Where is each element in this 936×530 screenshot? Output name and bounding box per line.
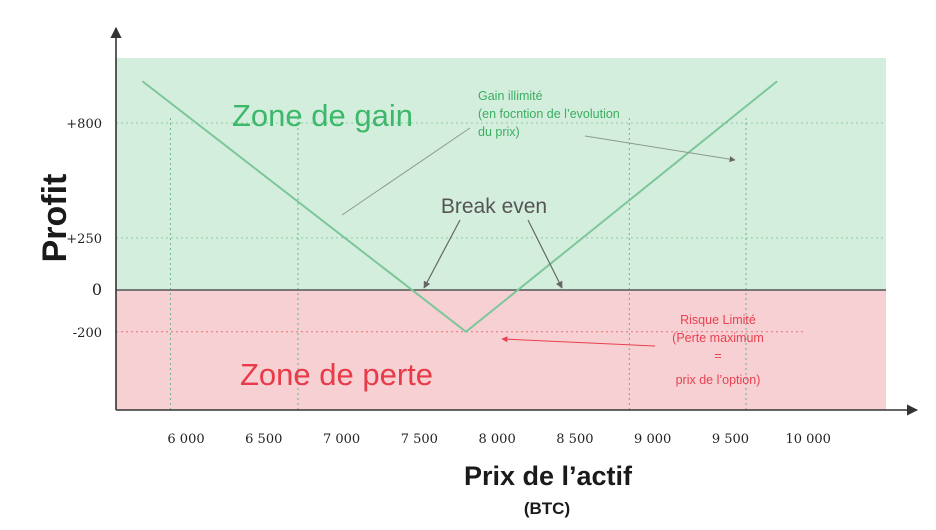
break-even-pointer-right <box>527 219 563 289</box>
y-tick-label: -200 <box>73 326 102 341</box>
gain-annotation-line-1: Gain illimité <box>478 89 543 103</box>
x-tick-labels: 6 000 6 500 7 000 7 500 8 000 8 500 9 000 9 500… <box>167 432 831 447</box>
loss-zone-label: Zone de perte <box>240 357 433 392</box>
x-tick-label: 6 500 <box>245 432 282 447</box>
risk-annotation-line-2: (Perte maximum <box>672 331 764 345</box>
x-tick-label: 7 000 <box>323 432 360 447</box>
risk-annotation-line-4: prix de l’option) <box>676 373 761 387</box>
x-tick-label: 9 500 <box>712 432 749 447</box>
gain-annotation-line-3: du prix) <box>478 125 520 139</box>
y-tick-labels: +800 +250 0 -200 <box>66 117 102 341</box>
x-tick-label: 8 000 <box>479 432 516 447</box>
reference-lines <box>116 118 886 410</box>
break-even-label: Break even <box>441 195 547 218</box>
x-tick-label: 10 000 <box>785 432 831 447</box>
gain-pointer-left <box>341 127 471 216</box>
x-axis-label: Prix de l’actif <box>464 461 633 491</box>
y-tick-label: +800 <box>66 117 102 132</box>
y-axis-label: Profit <box>36 174 74 263</box>
gain-pointer-right <box>584 135 736 163</box>
break-even-pointer-left <box>423 219 461 289</box>
x-axis-sublabel: (BTC) <box>524 499 570 518</box>
risk-annotation-line-3: = <box>714 349 721 363</box>
gain-zone-label: Zone de gain <box>232 98 413 133</box>
payoff-line <box>141 80 778 334</box>
x-tick-label: 7 500 <box>401 432 438 447</box>
x-tick-label: 6 000 <box>167 432 204 447</box>
loss-zone-background <box>116 290 886 410</box>
risk-annotation-line-1: Risque Limité <box>680 313 756 327</box>
risk-pointer <box>501 336 656 347</box>
y-tick-label: 0 <box>92 280 102 299</box>
y-tick-label: +250 <box>66 232 102 247</box>
x-tick-label: 8 500 <box>556 432 593 447</box>
x-tick-label: 9 000 <box>634 432 671 447</box>
gain-annotation-line-2: (en focntion de l’evolution <box>478 107 620 121</box>
